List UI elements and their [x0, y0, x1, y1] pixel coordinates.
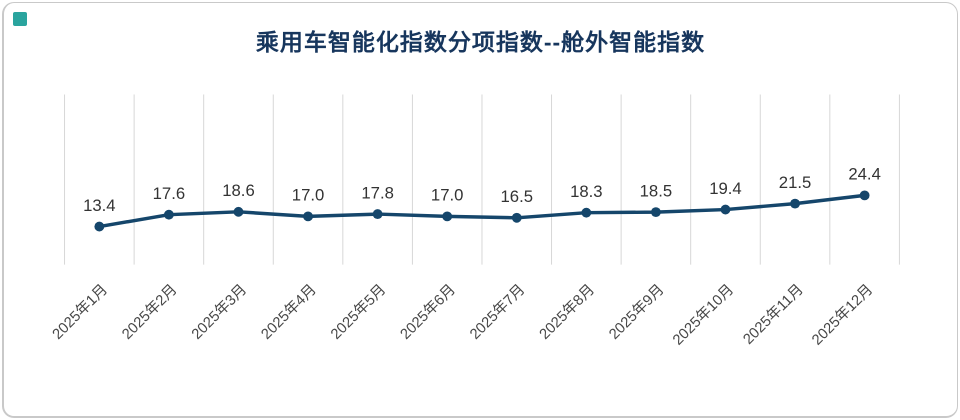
value-label: 13.4: [83, 196, 116, 215]
x-axis-label: 2025年3月: [188, 281, 250, 343]
x-axis-label: 2025年4月: [258, 281, 320, 343]
value-label: 17.8: [361, 183, 394, 202]
data-point-marker: [720, 204, 731, 215]
x-axis-label: 2025年6月: [397, 281, 459, 343]
x-axis-label: 2025年9月: [606, 281, 668, 343]
value-label: 18.6: [222, 181, 255, 200]
data-point-marker: [303, 211, 313, 222]
value-label: 24.4: [848, 165, 881, 184]
value-label: 17.0: [292, 186, 325, 205]
accent-square-icon: [13, 12, 27, 26]
data-point-marker: [859, 190, 870, 201]
value-label: 16.5: [501, 187, 534, 206]
x-axis-label: 2025年12月: [809, 281, 877, 349]
data-point-marker: [372, 209, 383, 220]
line-chart: 13.4 2025年1月 17.6 2025年2月 18.6 2025年3月 17.0 202…: [49, 94, 900, 349]
x-axis-label: 2025年7月: [467, 281, 529, 343]
data-point-marker: [790, 198, 800, 209]
x-axis-label: 2025年11月: [740, 281, 807, 348]
value-label: 19.4: [709, 179, 742, 198]
x-axis-label: 2025年5月: [327, 281, 389, 343]
x-axis-label: 2025年8月: [536, 281, 598, 343]
data-point-marker: [581, 207, 592, 218]
series-line: [97, 193, 867, 229]
value-label: 17.6: [153, 184, 186, 203]
value-label: 18.5: [640, 181, 673, 200]
chart-title: 乘用车智能化指数分项指数--舱外智能指数: [255, 29, 706, 55]
x-axis-label: 2025年1月: [49, 281, 111, 343]
data-point-marker: [442, 211, 453, 222]
data-point-marker: [511, 212, 522, 223]
data-point-marker: [94, 221, 105, 232]
value-label: 17.0: [431, 186, 464, 205]
value-label: 21.5: [779, 173, 812, 192]
data-point-marker: [650, 207, 661, 218]
value-label: 18.3: [570, 182, 603, 201]
x-axis-label: 2025年10月: [669, 281, 737, 349]
x-axis-label: 2025年2月: [119, 281, 181, 343]
data-point-marker: [233, 206, 244, 217]
data-point-marker: [163, 209, 174, 220]
